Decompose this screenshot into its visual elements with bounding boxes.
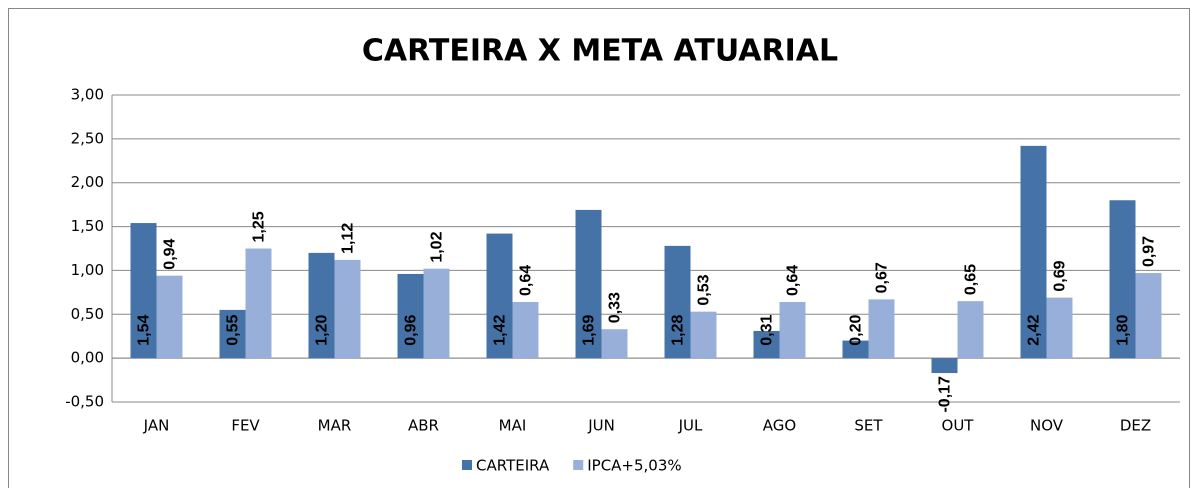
data-label: 0,69 <box>1052 260 1069 291</box>
bar <box>308 252 335 359</box>
legend-label: IPCA+5,03% <box>587 457 681 475</box>
data-label: 0,31 <box>759 314 776 345</box>
data-label: 0,65 <box>963 264 980 295</box>
bar <box>868 299 895 359</box>
x-tick-label: MAI <box>499 417 527 435</box>
x-tick-label: NOV <box>1030 417 1064 435</box>
bar <box>219 309 246 359</box>
y-tick-label: 3,00 <box>71 86 104 104</box>
x-tick-label: MAR <box>318 417 352 435</box>
bar <box>397 273 424 359</box>
x-tick-label: ABR <box>408 417 439 435</box>
y-tick-label: 2,00 <box>71 173 104 191</box>
bar <box>1135 273 1162 359</box>
data-label: 2,42 <box>1026 314 1043 345</box>
y-tick-label: 0,50 <box>71 305 104 323</box>
y-tick-label: 1,50 <box>71 217 104 235</box>
bar <box>842 340 869 359</box>
data-label: 1,80 <box>1115 314 1132 345</box>
data-label: 1,69 <box>581 314 598 345</box>
bar <box>601 329 628 359</box>
bar <box>1020 145 1047 359</box>
data-label: -0,17 <box>937 376 954 413</box>
bar <box>931 358 958 374</box>
data-label: 0,96 <box>403 314 420 345</box>
data-label: 0,20 <box>848 314 865 345</box>
bar <box>690 311 717 359</box>
bar <box>334 259 361 359</box>
data-label: 0,55 <box>225 314 242 345</box>
bar <box>156 275 183 359</box>
x-tick-label: JAN <box>143 417 170 435</box>
bar <box>245 248 272 359</box>
bar <box>779 302 806 359</box>
data-label: 0,64 <box>785 265 802 296</box>
data-label: 1,20 <box>314 314 331 345</box>
bar <box>1046 297 1073 359</box>
x-tick-label: OUT <box>942 417 975 435</box>
data-label: 1,02 <box>429 231 446 262</box>
legend-swatch <box>462 460 472 470</box>
bar <box>957 301 984 359</box>
legend-swatch <box>573 460 584 470</box>
x-tick-label: FEV <box>231 417 260 435</box>
data-label: 1,28 <box>670 314 687 345</box>
bar <box>512 302 539 359</box>
data-label: 0,67 <box>874 262 891 293</box>
data-label: 0,64 <box>518 265 535 296</box>
x-tick-label: JUL <box>678 417 703 435</box>
x-tick-label: JUN <box>587 417 615 435</box>
bar <box>753 330 780 359</box>
x-tick-label: AGO <box>763 417 796 435</box>
bar <box>423 268 450 359</box>
bar <box>486 233 513 359</box>
y-tick-label: 2,50 <box>71 129 104 147</box>
bar <box>664 245 691 359</box>
data-label: 1,54 <box>136 314 153 345</box>
bar <box>130 223 157 359</box>
y-tick-label: 1,00 <box>71 261 104 279</box>
data-label: 0,53 <box>696 274 713 305</box>
data-label: 0,97 <box>1141 236 1158 267</box>
x-tick-label: DEZ <box>1120 417 1151 435</box>
data-label: 1,42 <box>492 314 509 345</box>
data-label: 0,94 <box>162 238 179 269</box>
y-tick-label: -0,50 <box>65 393 104 411</box>
x-tick-label: SET <box>854 417 883 435</box>
chart-title: CARTEIRA X META ATUARIAL <box>362 34 838 69</box>
data-label: 0,33 <box>607 292 624 323</box>
data-label: 1,12 <box>340 223 357 254</box>
bar <box>1109 200 1136 359</box>
legend-label: CARTEIRA <box>476 457 550 475</box>
data-label: 1,25 <box>251 211 268 242</box>
bar <box>575 209 602 359</box>
y-tick-label: 0,00 <box>71 349 104 367</box>
